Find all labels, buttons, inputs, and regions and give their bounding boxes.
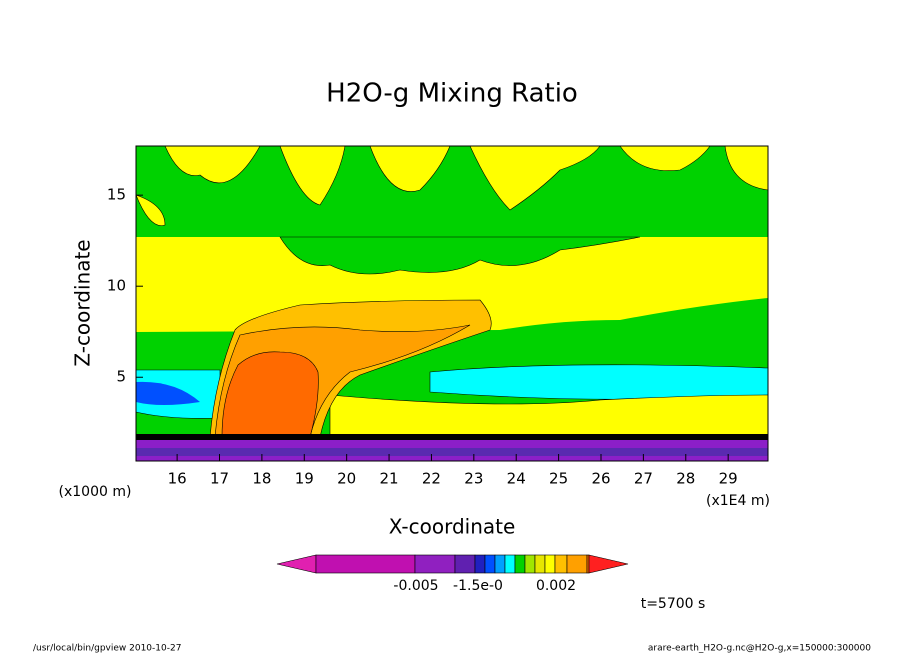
contour-field — [135, 145, 769, 462]
axes: 16 17 18 19 20 21 22 23 24 25 26 27 28 29 5 10 15 — [107, 186, 738, 488]
x-tick-label: 19 — [295, 470, 314, 488]
y-unit: (x1000 m) — [59, 484, 132, 500]
x-axis-label: X-coordinate — [389, 515, 516, 539]
x-tick-label: 24 — [507, 470, 526, 488]
x-tick-label: 22 — [422, 470, 441, 488]
colorbar-label: 0.002 — [536, 578, 576, 594]
footer-right: arare-earth_H2O-g.nc@H2O-g,x=150000:3000… — [648, 644, 871, 654]
x-tick-label: 20 — [337, 470, 356, 488]
x-tick-label: 16 — [168, 470, 187, 488]
colorbar-label: -1.5e-0 — [453, 578, 503, 594]
y-tick-label: 10 — [107, 277, 126, 295]
x-tick-label: 23 — [464, 470, 483, 488]
x-tick-label: 29 — [719, 470, 738, 488]
time-label: t=5700 s — [641, 596, 706, 612]
x-tick-label: 28 — [676, 470, 695, 488]
x-tick-label: 18 — [252, 470, 271, 488]
x-unit: (x1E4 m) — [706, 493, 770, 509]
x-tick-label: 17 — [210, 470, 229, 488]
colorbar — [276, 554, 629, 574]
colorbar-label: -0.005 — [393, 578, 438, 594]
y-tick-label: 15 — [107, 186, 126, 204]
x-tick-label: 21 — [380, 470, 399, 488]
footer-left: /usr/local/bin/gpview 2010-10-27 — [33, 644, 181, 654]
x-tick-label: 25 — [549, 470, 568, 488]
chart-title: H2O-g Mixing Ratio — [326, 79, 578, 109]
y-tick-label: 5 — [116, 368, 126, 386]
y-axis-label: Z-coordinate — [71, 239, 95, 366]
x-tick-label: 27 — [634, 470, 653, 488]
x-tick-label: 26 — [591, 470, 610, 488]
